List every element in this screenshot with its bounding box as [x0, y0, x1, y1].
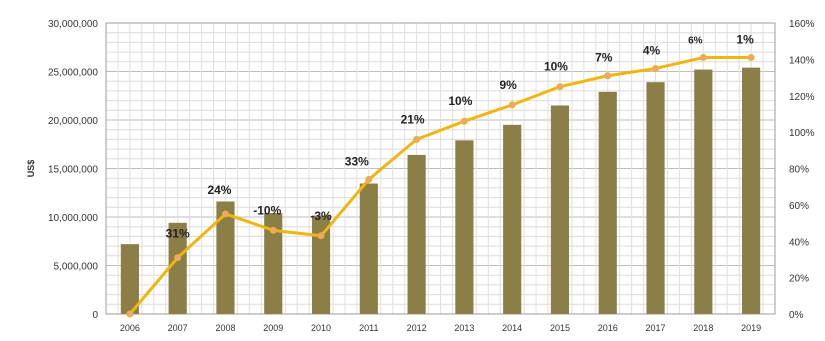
growth-line	[128, 56, 752, 315]
line-point	[221, 210, 229, 218]
bar	[598, 91, 617, 315]
line-point	[747, 54, 755, 62]
growth-data-label: -10%	[253, 203, 281, 217]
line-series	[126, 54, 755, 318]
x-tick-label: 2011	[359, 323, 378, 333]
growth-data-label: 31%	[166, 227, 190, 241]
y2-tick-label: 140%	[789, 55, 815, 66]
growth-data-label: -3%	[310, 209, 332, 223]
data-labels: 31% 24% -10% -3% 33% 21% 10% 9% 10% 7% 4% 6% 1%	[166, 33, 754, 241]
line-point	[174, 254, 182, 262]
growth-data-label: 1%	[736, 33, 754, 47]
line-point	[604, 72, 612, 80]
y2-tick-label: 120%	[789, 92, 815, 103]
line-point	[365, 175, 373, 183]
x-tick-label: 2008	[215, 323, 235, 333]
bar-series	[120, 67, 761, 315]
x-tick-label: 2015	[550, 323, 570, 333]
line-point	[413, 135, 421, 143]
bar	[455, 140, 474, 314]
growth-data-label: 21%	[401, 112, 425, 126]
x-tick-label: 2006	[120, 323, 140, 333]
bar	[216, 201, 235, 314]
growth-data-label: 6%	[688, 36, 703, 47]
x-tick-label: 2007	[168, 323, 188, 333]
y-tick-label: 10,000,000	[48, 213, 98, 224]
bar	[407, 154, 426, 314]
y-tick-label: 20,000,000	[48, 116, 98, 127]
y2-tick-label: 20%	[789, 274, 809, 285]
y-tick-label: 30,000,000	[48, 19, 98, 30]
line-point	[556, 83, 564, 91]
line-point	[126, 310, 134, 318]
x-tick-label: 2012	[407, 323, 427, 333]
x-tick-label: 2019	[741, 323, 761, 333]
x-tick-label: 2014	[502, 323, 522, 333]
x-tick-label: 2017	[646, 323, 666, 333]
y-tick-label: 0	[92, 310, 98, 321]
bar	[359, 183, 378, 314]
x-tick-label: 2009	[263, 323, 283, 333]
growth-data-label: 4%	[643, 43, 661, 57]
axes: 0 5,000,000 10,000,000 15,000,000 20,000,000…	[26, 19, 815, 333]
bar	[168, 222, 187, 314]
line-point	[652, 64, 660, 72]
bar	[503, 124, 522, 314]
y-tick-label: 5,000,000	[54, 262, 99, 273]
x-tick-label: 2016	[598, 323, 618, 333]
bar	[120, 244, 139, 314]
bar	[264, 213, 283, 314]
y2-tick-label: 60%	[789, 201, 809, 212]
line-point	[508, 101, 516, 109]
bar	[694, 69, 713, 314]
line-point	[460, 117, 468, 125]
growth-data-label: 10%	[448, 94, 472, 108]
y-tick-label: 25,000,000	[48, 68, 98, 79]
y-axis-label: US$	[26, 160, 36, 178]
growth-data-label: 10%	[544, 60, 568, 74]
line-point	[699, 54, 707, 62]
line-point	[317, 232, 325, 240]
growth-data-label: 7%	[595, 51, 613, 65]
x-tick-label: 2018	[693, 323, 713, 333]
y2-tick-label: 160%	[789, 19, 815, 30]
y2-tick-label: 0%	[789, 310, 804, 321]
growth-data-label: 24%	[207, 183, 231, 197]
plot-border	[105, 22, 776, 315]
y2-tick-label: 80%	[789, 165, 809, 176]
bar	[742, 67, 761, 315]
x-tick-label: 2010	[311, 323, 331, 333]
growth-data-label: 33%	[345, 154, 369, 168]
line-point	[269, 226, 277, 234]
bar	[550, 105, 570, 314]
bar	[311, 215, 331, 314]
growth-data-label: 9%	[500, 78, 518, 92]
y-tick-label: 15,000,000	[48, 165, 98, 176]
y2-tick-label: 100%	[789, 128, 815, 139]
y2-tick-label: 40%	[789, 237, 809, 248]
x-tick-label: 2013	[454, 323, 474, 333]
bar	[646, 82, 665, 314]
